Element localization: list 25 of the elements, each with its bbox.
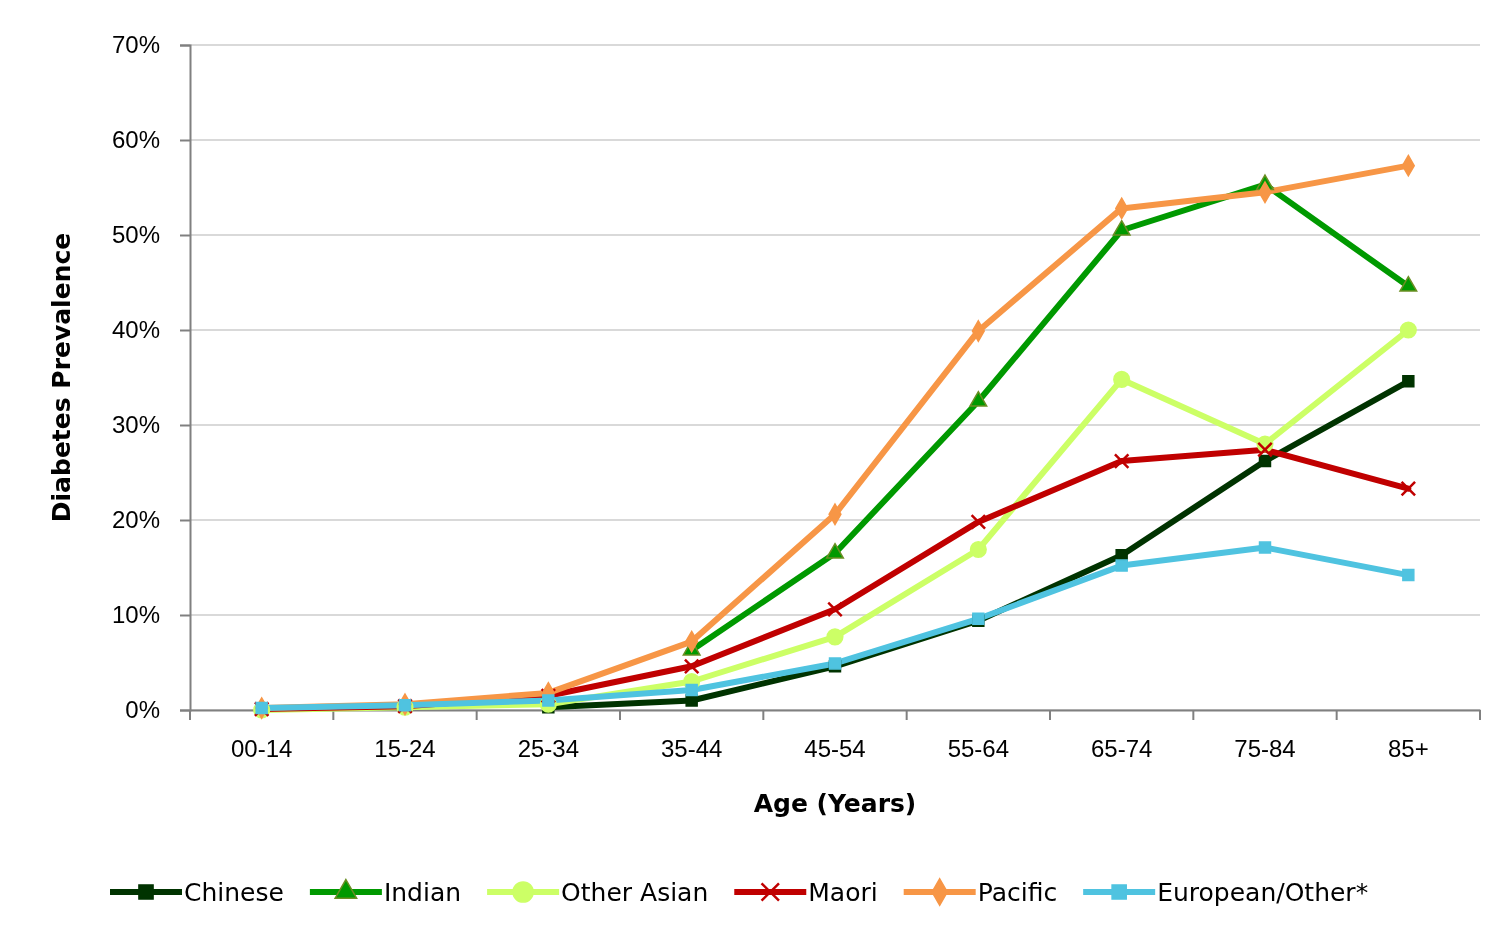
legend-label: Maori: [808, 878, 878, 907]
y-axis-title: Diabetes Prevalence: [47, 232, 76, 523]
y-tick-label: 40%: [111, 316, 160, 344]
y-tick-label: 10%: [111, 601, 160, 629]
x-tick-label: 45-54: [804, 735, 866, 763]
legend-label: Pacific: [977, 878, 1058, 907]
legend-label: Indian: [383, 878, 462, 907]
x-tick-label: 25-34: [517, 735, 580, 763]
legend-label: European/Other*: [1157, 878, 1369, 907]
y-tick-label: 60%: [111, 126, 160, 154]
x-tick-label: 85+: [1387, 735, 1429, 763]
x-tick-label: 65-74: [1090, 735, 1153, 763]
y-tick-label: 50%: [111, 221, 160, 249]
x-tick-label: 15-24: [374, 735, 436, 763]
y-tick-label: 70%: [111, 31, 160, 59]
legend-label: Chinese: [184, 878, 284, 907]
x-tick-label: 35-44: [660, 735, 723, 763]
y-tick-label: 20%: [111, 506, 160, 534]
x-tick-label: 55-64: [947, 735, 1010, 763]
x-tick-label: 00-14: [230, 735, 293, 763]
y-tick-label: 30%: [111, 411, 160, 439]
x-axis-title: Age (Years): [753, 789, 917, 818]
x-tick-label: 75-84: [1234, 735, 1296, 763]
y-tick-label: 0%: [125, 696, 160, 724]
legend-label: Other Asian: [561, 878, 709, 907]
